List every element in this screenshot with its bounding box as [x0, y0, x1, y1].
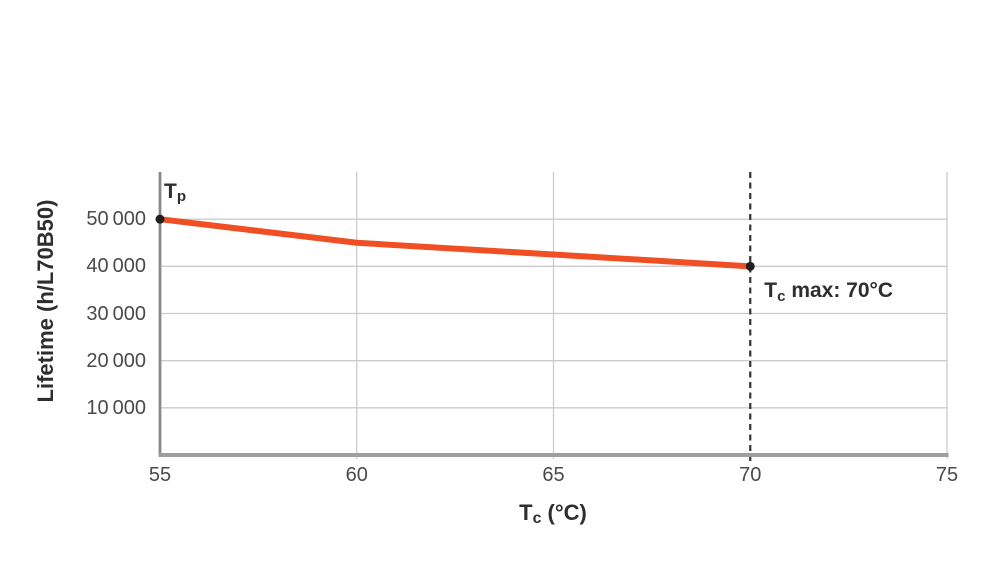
y-tick-label: 30 000 — [86, 302, 146, 325]
annotation-tp-main: T — [164, 180, 177, 204]
lifetime-series-line — [159, 216, 751, 270]
x-tick-label: 65 — [542, 464, 565, 486]
annotation-tc-max-main: T — [764, 279, 778, 303]
x-axis-title-main: T — [519, 500, 533, 525]
y-tick-label: 20 000 — [86, 349, 146, 372]
annotation-tc-max-text: max: 70°C — [785, 279, 894, 303]
x-tick-label: 60 — [345, 464, 368, 486]
x-tick-label: 75 — [935, 464, 959, 486]
annotation-tc-max: Tc max: 70°C — [764, 279, 893, 305]
x-tick-label: 55 — [148, 464, 172, 486]
x-tick-label: 70 — [739, 464, 762, 486]
annotation-tc-max-subscript: c — [777, 287, 786, 305]
data-point-marker — [155, 214, 165, 224]
y-tick-label: 10 000 — [86, 396, 146, 419]
y-tick-label: 40 000 — [86, 255, 146, 278]
y-tick-label: 50 000 — [86, 208, 146, 231]
annotation-tp-subscript: p — [176, 188, 187, 206]
data-point-marker — [745, 261, 755, 271]
x-axis-title-unit: (°C) — [541, 500, 587, 525]
y-axis-title: Lifetime (h/L70B50) — [33, 199, 58, 403]
annotation-tp-start-point: Tp — [164, 180, 186, 206]
x-axis-title: Tc (°C) — [519, 500, 587, 528]
x-axis-title-subscript: c — [532, 510, 542, 528]
